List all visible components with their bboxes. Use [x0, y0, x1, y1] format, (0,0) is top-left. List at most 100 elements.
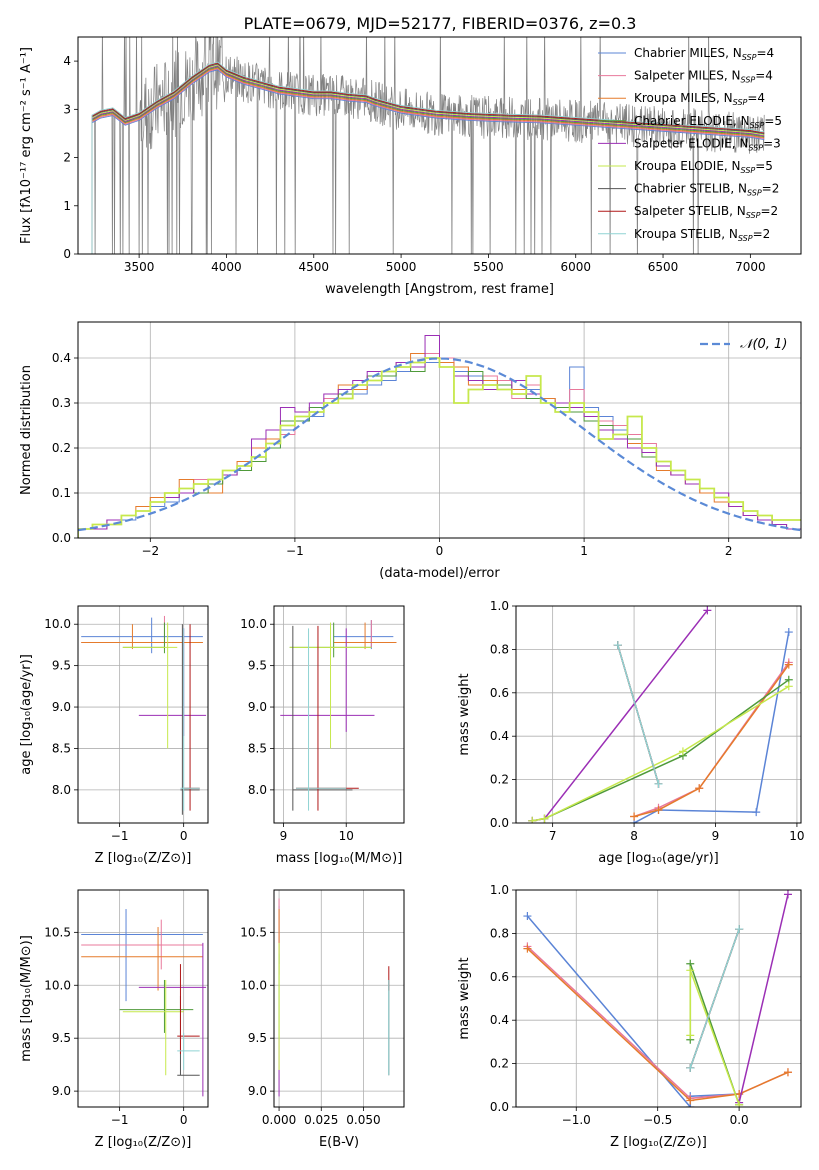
legend-count: =4 — [755, 69, 773, 83]
y-axis-label: mass weight — [457, 673, 472, 755]
y-tick-label: 0.6 — [490, 970, 509, 984]
legend-count: =2 — [760, 204, 778, 218]
x-tick-label: −1 — [111, 1113, 129, 1127]
legend-subscript: SSP — [747, 189, 762, 198]
legend-text: Chabrier ELODIE, N — [634, 114, 750, 128]
axes-frame — [77, 889, 209, 1108]
weight-line — [532, 609, 708, 822]
legend-entry: 𝒩(0, 1) — [740, 337, 787, 352]
weight-line — [738, 894, 789, 1103]
x-tick-label: 0.000 — [262, 1113, 296, 1127]
x-axis-label: mass [log₁₀(M/M⊙)] — [276, 851, 403, 866]
legend-count: =5 — [755, 159, 773, 173]
legend-subscript: SSP — [741, 166, 756, 175]
plot-area — [81, 909, 207, 1097]
weight-marker — [686, 966, 695, 975]
weight-line — [617, 644, 660, 785]
axes-frame — [515, 605, 802, 824]
weight-marker — [613, 641, 622, 650]
y-axis-label: Normed distribution — [19, 365, 34, 495]
y-tick-label: 0.6 — [490, 686, 509, 700]
legend-entry: Chabrier ELODIE, NSSP=5 — [634, 114, 782, 130]
histogram-step — [78, 357, 801, 538]
x-tick-label: 0.0 — [730, 1113, 749, 1127]
weight-marker — [654, 805, 663, 814]
weight-line — [532, 679, 790, 822]
x-axis-label: Z [log₁₀(Z/Z⊙)] — [95, 851, 192, 866]
weight-line — [689, 970, 740, 1106]
weight-line — [633, 664, 790, 818]
model-line — [91, 67, 765, 254]
axes-frame — [77, 321, 802, 539]
legend-subscript: SSP — [733, 98, 748, 107]
y-axis-label: Flux [fλ10⁻¹⁷ erg cm⁻² s⁻¹ A⁻¹] — [19, 47, 34, 244]
model-line — [91, 69, 765, 254]
y-tick-label: 10.0 — [44, 617, 71, 631]
chart-z_vs_age: −1 0 8.0 8.5 9.0 9.5 10.0 Z [log₁₀(Z/Z⊙)] age [l… — [19, 605, 209, 866]
legend-text: Salpeter STELIB, N — [634, 204, 746, 218]
weight-marker — [678, 747, 687, 756]
model-line — [91, 62, 765, 254]
y-tick-label: 0.0 — [52, 531, 71, 545]
y-tick-label: 1.0 — [490, 883, 509, 897]
legend-subscript: SSP — [750, 121, 765, 130]
y-tick-label: 9.5 — [248, 1031, 267, 1045]
weight-marker — [783, 890, 792, 899]
y-tick-label: 0.3 — [52, 396, 71, 410]
plot-area — [280, 620, 397, 811]
weight-marker — [523, 944, 532, 953]
x-tick-label: −0.5 — [643, 1113, 672, 1127]
y-axis-label: mass [log₁₀(M/M⊙)] — [19, 935, 34, 1062]
weight-marker — [784, 628, 793, 637]
weight-marker — [703, 606, 712, 615]
model-line — [91, 66, 765, 254]
legend-subscript: SSP — [748, 143, 763, 152]
y-axis-label: age [log₁₀(age/yr)] — [19, 654, 34, 775]
legend-entry: Kroupa MILES, NSSP=4 — [634, 91, 765, 107]
weight-marker — [686, 1063, 695, 1072]
chart-mass_weight_age: 7 8 9 10 0.0 0.2 0.4 0.6 0.8 1.0 age [log₁₀(age/yr… — [457, 599, 805, 866]
y-tick-label: 10.0 — [44, 978, 71, 992]
axes-frame — [515, 889, 802, 1108]
weight-marker — [784, 660, 793, 669]
model-line — [91, 63, 765, 254]
legend-text: Salpeter ELODIE, N — [634, 136, 748, 150]
y-tick-label: 10.0 — [240, 978, 267, 992]
y-tick-label: 0.4 — [490, 1013, 509, 1027]
weight-marker — [523, 912, 532, 921]
x-axis-label: E(B-V) — [319, 1135, 359, 1150]
x-tick-label: −2 — [141, 544, 159, 558]
legend-text: Kroupa MILES, N — [634, 91, 733, 105]
legend-text: Chabrier MILES, N — [634, 46, 742, 60]
x-tick-label: 8 — [630, 829, 638, 843]
weight-line — [532, 685, 790, 822]
legend-subscript: SSP — [741, 76, 756, 85]
weight-marker — [528, 816, 537, 823]
y-tick-label: 9.0 — [248, 1084, 267, 1098]
axes-frame — [273, 889, 405, 1108]
x-tick-label: 1 — [580, 544, 588, 558]
y-tick-label: 0.2 — [490, 1057, 509, 1071]
x-tick-label: 10 — [789, 829, 804, 843]
weight-marker — [735, 925, 744, 934]
legend-entry: Salpeter ELODIE, NSSP=3 — [634, 136, 781, 152]
x-tick-label: 7000 — [735, 260, 766, 274]
x-axis-label: age [log₁₀(age/yr)] — [598, 851, 719, 866]
y-tick-label: 10.5 — [44, 925, 71, 939]
x-tick-label: 2 — [725, 544, 733, 558]
x-tick-label: 7 — [549, 829, 557, 843]
chart-z_vs_mass: −1 0 9.0 9.5 10.0 10.5 Z [log₁₀(Z/Z⊙)] mass [lo… — [19, 889, 209, 1150]
chart-ebv_vs_mass: 0.000 0.025 0.050 9.0 9.5 10.0 10.5 E(B-V) — [240, 889, 405, 1150]
legend-entry: Kroupa STELIB, NSSP=2 — [634, 227, 770, 243]
model-line — [91, 68, 765, 254]
y-tick-label: 8.5 — [52, 741, 71, 755]
legend-entry: Chabrier STELIB, NSSP=2 — [634, 182, 779, 198]
x-tick-label: 0 — [436, 544, 444, 558]
page-title: PLATE=0679, MJD=52177, FIBERID=0376, z=0… — [244, 14, 637, 33]
y-tick-label: 0.1 — [52, 486, 71, 500]
axes-frame — [77, 605, 209, 824]
x-axis-label: Z [log₁₀(Z/Z⊙)] — [610, 1135, 707, 1150]
x-tick-label: −1 — [286, 544, 304, 558]
